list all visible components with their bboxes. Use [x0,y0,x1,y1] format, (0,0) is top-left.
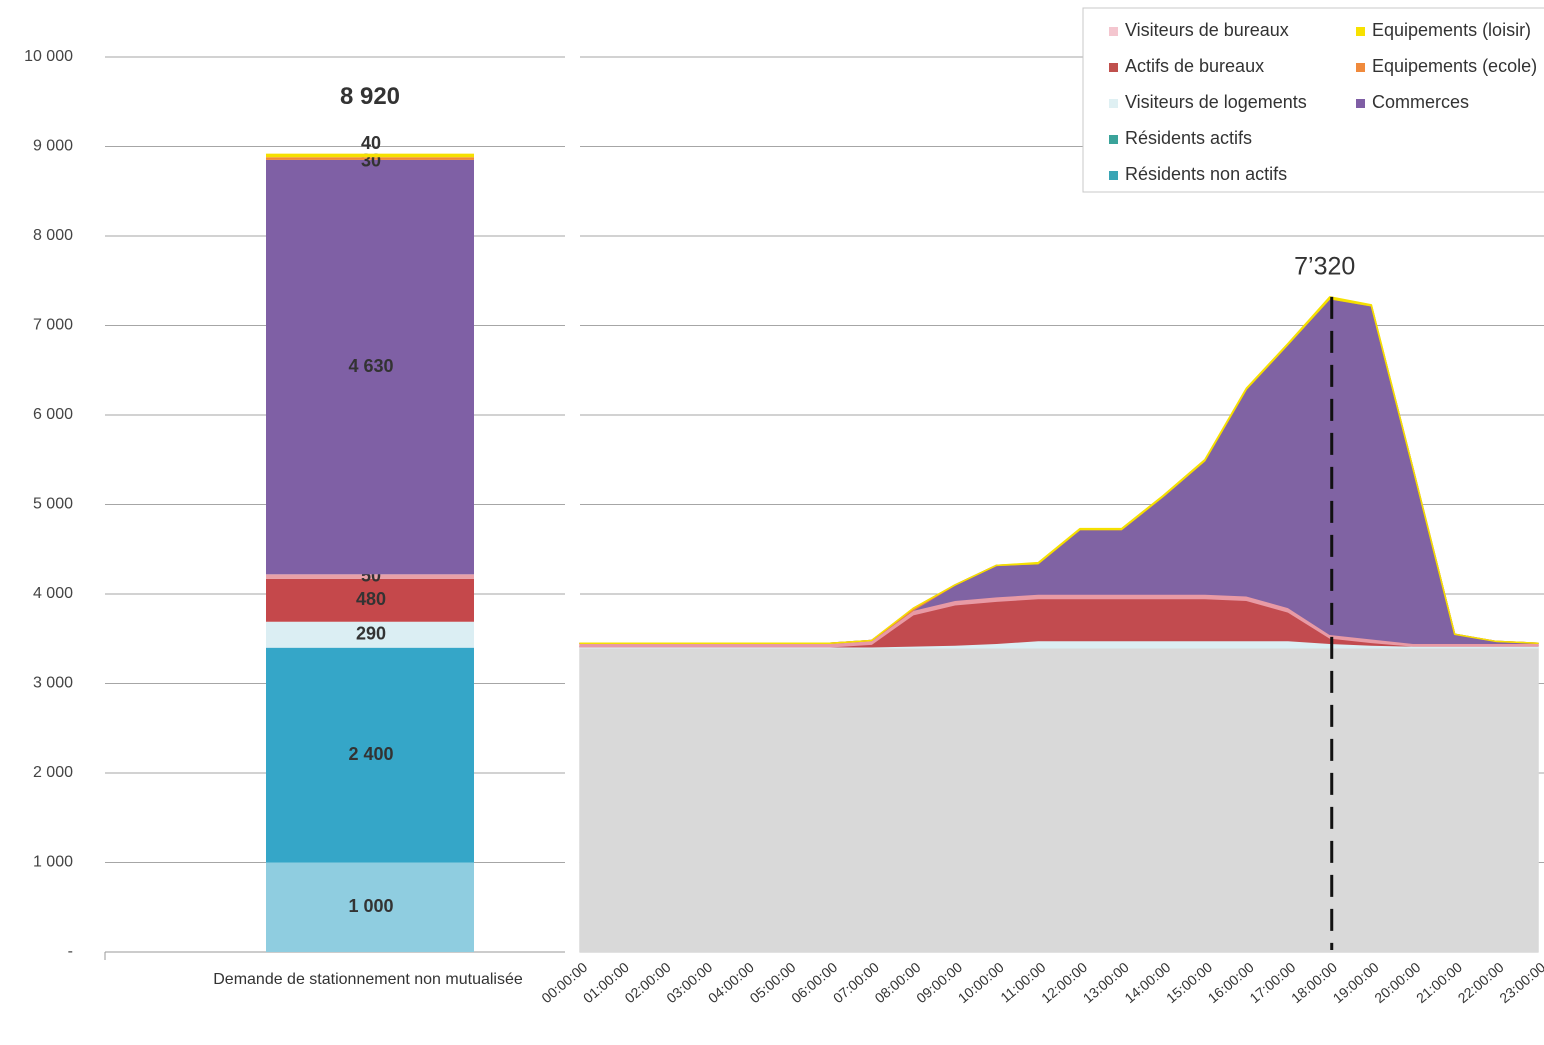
area-series [579,861,1539,953]
x-tick-label: 19:00:00 [1330,959,1382,1006]
x-tick-label: 07:00:00 [830,959,882,1006]
bar-value-label: 30 [361,150,381,170]
x-tick-label: 15:00:00 [1163,959,1215,1006]
legend-swatch [1356,99,1365,108]
legend-label: Commerces [1372,92,1469,112]
x-tick-label: 20:00:00 [1371,959,1423,1006]
x-tick-label: 03:00:00 [663,959,715,1006]
bar-value-label: 40 [361,133,381,153]
y-tick-label: 10 000 [24,48,73,65]
x-tick-label: 09:00:00 [913,959,965,1006]
bar-segment [266,578,474,622]
y-tick-label: 5 000 [33,496,73,513]
x-tick-label: 10:00:00 [955,959,1007,1006]
x-tick-label: 04:00:00 [705,959,757,1006]
legend-box [1082,7,1544,193]
bar-segment [266,621,474,648]
legend-swatch [1109,171,1118,180]
bar-segment [266,574,474,579]
area-series [579,646,1539,864]
legend-swatch [1109,27,1118,36]
x-tick-label: 06:00:00 [788,959,840,1006]
area-series [579,296,1539,644]
bar-value-label: 290 [356,623,386,643]
y-tick-label: - [68,943,73,960]
x-tick-label: 16:00:00 [1205,959,1257,1006]
legend-label: Résidents actifs [1125,128,1252,148]
x-tick-label: 18:00:00 [1288,959,1340,1006]
y-tick-label: 8 000 [33,227,73,244]
bar-segment [266,153,474,158]
bar-value-label: 480 [356,589,386,609]
x-tick-label: 23:00:00 [1496,959,1544,1006]
x-category-label: Demande de stationnement non mutualisée [213,971,523,988]
y-tick-label: 6 000 [33,406,73,423]
y-tick-label: 7 000 [33,317,73,334]
x-tick-label: 14:00:00 [1121,959,1173,1006]
x-tick-label: 00:00:00 [538,959,590,1006]
x-tick-label: 17:00:00 [1246,959,1298,1006]
bar-value-label: 4 630 [348,356,393,376]
y-tick-label: 4 000 [33,585,73,602]
y-tick-label: 3 000 [33,675,73,692]
x-tick-label: 21:00:00 [1413,959,1465,1006]
legend-label: Visiteurs de logements [1125,92,1307,112]
bar-segment [266,159,474,575]
legend-swatch [1109,99,1118,108]
peak-annotation: 7’320 [1294,253,1355,281]
legend-swatch [1109,135,1118,144]
x-tick-label: 05:00:00 [747,959,799,1006]
bar-segment [266,157,474,160]
legend-label: Equipements (ecole) [1372,56,1537,76]
bar-value-label: 1 000 [348,896,393,916]
y-tick-label: 1 000 [33,854,73,871]
x-tick-label: 13:00:00 [1080,959,1132,1006]
y-tick-label: 9 000 [33,138,73,155]
legend-swatch [1356,27,1365,36]
x-tick-label: 01:00:00 [580,959,632,1006]
x-tick-label: 08:00:00 [871,959,923,1006]
legend-label: Résidents non actifs [1125,164,1287,184]
bar-value-label: 2 400 [348,744,393,764]
area-series [579,297,1539,644]
legend-label: Visiteurs de bureaux [1125,20,1289,40]
bar-segment [266,862,474,952]
y-tick-label: 2 000 [33,764,73,781]
x-tick-label: 12:00:00 [1038,959,1090,1006]
legend-swatch [1109,63,1118,72]
x-tick-label: 02:00:00 [622,959,674,1006]
legend-swatch [1356,63,1365,72]
x-tick-label: 22:00:00 [1455,959,1507,1006]
legend-label: Actifs de bureaux [1125,56,1264,76]
legend-label: Equipements (loisir) [1372,20,1531,40]
bar-segment [266,647,474,863]
bar-total-label: 8 920 [340,83,400,110]
